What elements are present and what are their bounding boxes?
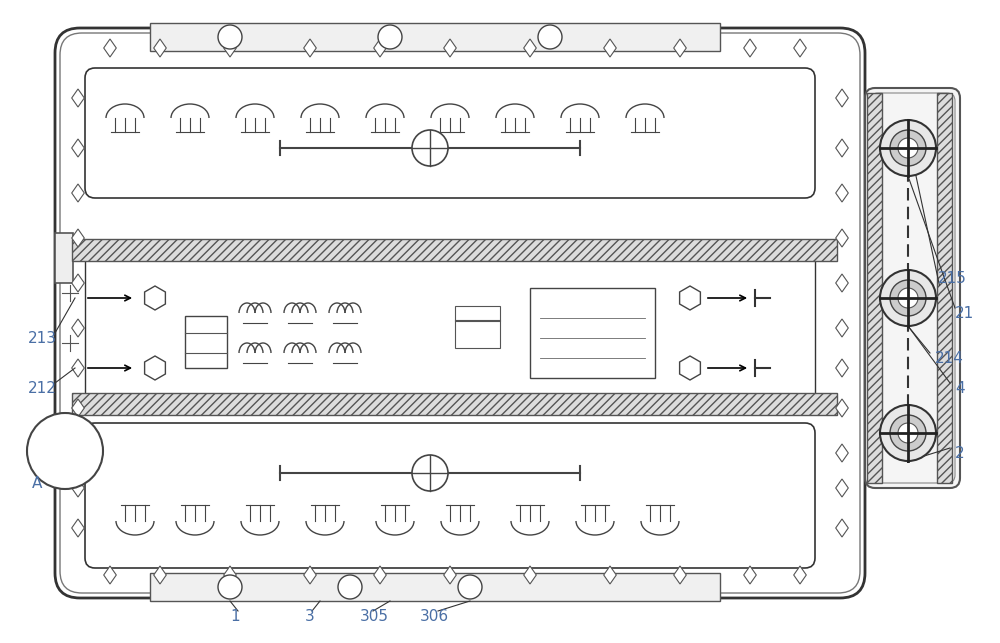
Bar — [72, 239, 837, 261]
Polygon shape — [72, 229, 84, 247]
Text: 4: 4 — [955, 381, 965, 396]
Circle shape — [218, 575, 242, 599]
Circle shape — [880, 270, 936, 326]
Polygon shape — [72, 139, 84, 157]
Circle shape — [890, 415, 926, 451]
Polygon shape — [72, 479, 84, 497]
Polygon shape — [224, 39, 236, 57]
Polygon shape — [836, 184, 848, 202]
Text: 306: 306 — [420, 609, 449, 624]
Circle shape — [890, 280, 926, 316]
Polygon shape — [524, 39, 536, 57]
Polygon shape — [72, 519, 84, 537]
Text: 214: 214 — [935, 351, 964, 366]
Circle shape — [412, 130, 448, 166]
Circle shape — [538, 25, 562, 49]
Circle shape — [27, 413, 103, 489]
Bar — [530, 288, 655, 378]
Polygon shape — [104, 39, 116, 57]
Circle shape — [898, 423, 918, 443]
Polygon shape — [154, 39, 166, 57]
Circle shape — [412, 455, 448, 491]
Polygon shape — [444, 566, 456, 584]
Polygon shape — [836, 89, 848, 107]
Polygon shape — [836, 519, 848, 537]
Polygon shape — [836, 274, 848, 292]
Text: 213: 213 — [28, 331, 57, 346]
Polygon shape — [674, 39, 686, 57]
Polygon shape — [374, 39, 386, 57]
FancyBboxPatch shape — [55, 28, 865, 598]
Polygon shape — [72, 319, 84, 337]
Bar — [55, 233, 73, 283]
Polygon shape — [224, 566, 236, 584]
Bar — [455, 306, 500, 321]
Text: 215: 215 — [938, 271, 967, 286]
Circle shape — [218, 25, 242, 49]
Polygon shape — [794, 566, 806, 584]
Circle shape — [880, 405, 936, 461]
Polygon shape — [304, 566, 316, 584]
Polygon shape — [836, 229, 848, 247]
Bar — [56, 445, 60, 457]
Circle shape — [880, 120, 936, 176]
Polygon shape — [154, 566, 166, 584]
Bar — [937, 93, 952, 483]
Polygon shape — [72, 89, 84, 107]
Circle shape — [898, 288, 918, 308]
Polygon shape — [836, 319, 848, 337]
Text: 2: 2 — [955, 446, 965, 461]
Bar — [455, 320, 500, 348]
Bar — [867, 93, 882, 483]
Circle shape — [378, 25, 402, 49]
Text: A: A — [32, 476, 42, 491]
Polygon shape — [72, 444, 84, 462]
Polygon shape — [836, 444, 848, 462]
Polygon shape — [836, 139, 848, 157]
Circle shape — [890, 130, 926, 166]
Polygon shape — [374, 566, 386, 584]
Circle shape — [898, 138, 918, 158]
Circle shape — [338, 575, 362, 599]
Polygon shape — [744, 566, 756, 584]
Text: 305: 305 — [360, 609, 389, 624]
Text: 21: 21 — [955, 306, 974, 321]
Polygon shape — [72, 184, 84, 202]
Polygon shape — [836, 479, 848, 497]
Polygon shape — [104, 566, 116, 584]
Polygon shape — [604, 566, 616, 584]
Polygon shape — [836, 359, 848, 377]
Bar — [85, 248, 815, 408]
Bar — [150, 23, 720, 51]
Polygon shape — [72, 274, 84, 292]
Polygon shape — [836, 399, 848, 417]
Circle shape — [458, 575, 482, 599]
Text: 212: 212 — [28, 381, 57, 396]
Bar — [185, 316, 227, 368]
Bar — [63, 445, 67, 457]
Bar — [150, 573, 720, 601]
FancyBboxPatch shape — [865, 88, 960, 488]
Polygon shape — [72, 399, 84, 417]
Bar — [72, 393, 837, 415]
Polygon shape — [744, 39, 756, 57]
Polygon shape — [604, 39, 616, 57]
Bar — [52, 439, 72, 461]
Polygon shape — [72, 359, 84, 377]
Polygon shape — [304, 39, 316, 57]
Polygon shape — [794, 39, 806, 57]
Polygon shape — [444, 39, 456, 57]
Text: 1: 1 — [230, 609, 240, 624]
Text: 3: 3 — [305, 609, 315, 624]
Polygon shape — [674, 566, 686, 584]
Polygon shape — [524, 566, 536, 584]
